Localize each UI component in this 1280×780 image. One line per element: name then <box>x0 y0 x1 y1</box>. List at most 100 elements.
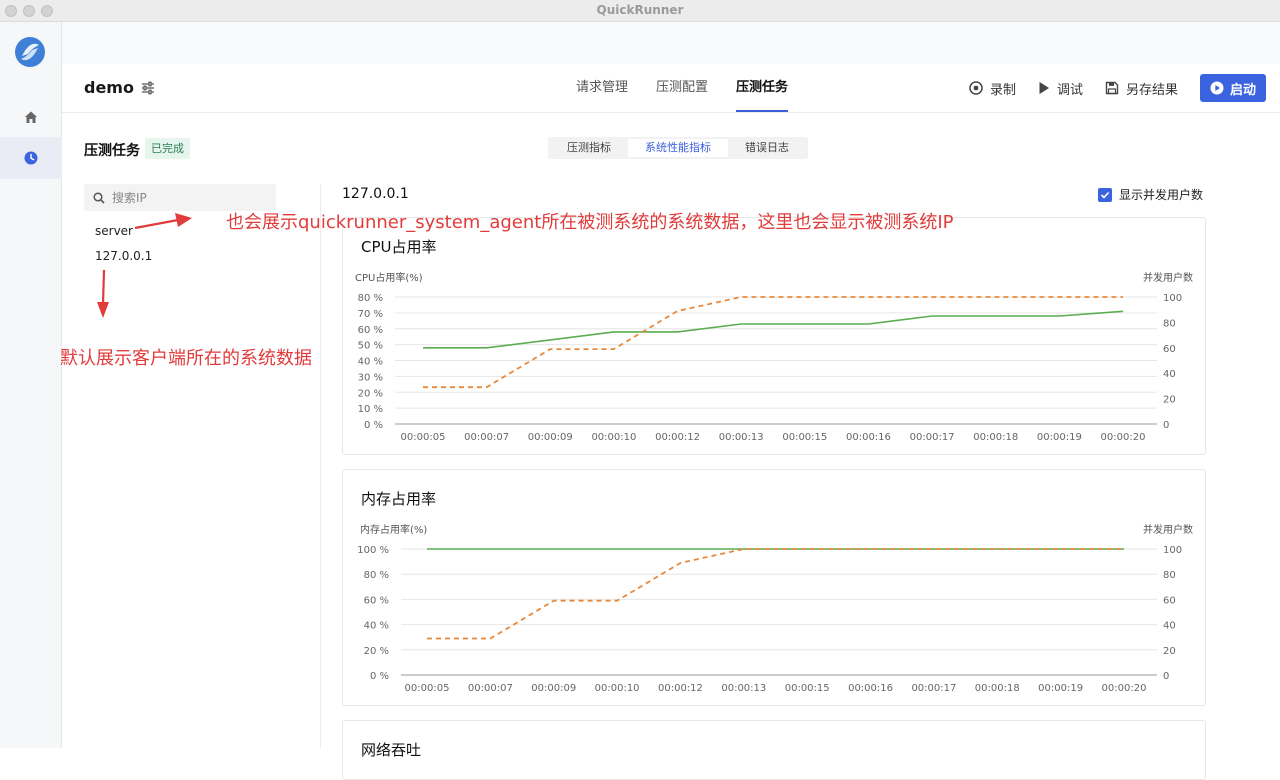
selected-ip: 127.0.0.1 <box>342 186 409 202</box>
y-tick-label: 80 % <box>364 570 389 581</box>
y2-tick-label: 40 <box>1163 621 1176 632</box>
x-tick-label: 00:00:16 <box>848 683 893 694</box>
y-tick-label: 20 % <box>358 388 383 399</box>
panel-divider <box>320 184 321 748</box>
clock-icon <box>24 151 38 165</box>
x-tick-label: 00:00:18 <box>975 683 1020 694</box>
y2-tick-label: 20 <box>1163 646 1176 657</box>
window-titlebar: QuickRunner <box>0 0 1280 22</box>
y2-tick-label: 40 <box>1163 369 1176 380</box>
subtab-load-metrics[interactable]: 压测指标 <box>567 141 611 154</box>
nav-item-tasks[interactable] <box>0 137 62 179</box>
cpu-chart-card: CPU占用率 CPU占用率(%) 并发用户数 0 % 10 % 20 % 30 % 40 %… <box>342 217 1206 455</box>
arrow-to-localhost-icon <box>97 269 109 318</box>
ip-list-item-server[interactable]: server <box>95 224 133 238</box>
status-badge: 已完成 <box>145 138 190 159</box>
x-tick-label: 00:00:19 <box>1037 432 1082 443</box>
memory-chart-title: 内存占用率 <box>361 490 437 508</box>
y-tick-label: 0 % <box>364 420 383 431</box>
top-tabs: 请求管理 压测配置 压测任务 <box>562 64 802 112</box>
left-nav <box>0 22 62 748</box>
show-concurrent-label: 显示并发用户数 <box>1119 188 1204 202</box>
y2-tick-label: 60 <box>1163 344 1176 355</box>
y2-tick-label: 0 <box>1163 671 1169 682</box>
network-chart-title: 网络吞吐 <box>361 741 422 759</box>
zoom-window-button[interactable] <box>41 5 53 17</box>
y-tick-label: 60 % <box>364 595 389 606</box>
x-tick-label: 00:00:16 <box>846 432 891 443</box>
y-tick-label: 80 % <box>358 293 383 304</box>
x-tick-label: 00:00:10 <box>595 683 640 694</box>
y-tick-label: 40 % <box>358 357 383 368</box>
network-chart-card: 网络吞吐 <box>342 720 1206 780</box>
y-tick-label: 100 % <box>357 545 389 556</box>
y2-axis-label: 并发用户数 <box>1143 271 1193 284</box>
window-title: QuickRunner <box>596 3 684 17</box>
save-result-button[interactable]: 另存结果 <box>1105 79 1178 98</box>
y-axis-label: CPU占用率(%) <box>355 271 423 284</box>
x-tick-label: 00:00:20 <box>1102 683 1147 694</box>
subtab-system-metrics[interactable]: 系统性能指标 <box>628 139 728 157</box>
y-tick-label: 40 % <box>364 621 389 632</box>
sliders-icon[interactable] <box>140 80 156 96</box>
project-name: demo <box>84 78 134 97</box>
x-tick-label: 00:00:07 <box>464 432 509 443</box>
tab-load-config[interactable]: 压测配置 <box>656 80 709 95</box>
close-window-button[interactable] <box>5 5 17 17</box>
y2-tick-label: 80 <box>1163 318 1176 329</box>
header: demo 请求管理 压测配置 压测任务 录制 调试 另存结果 <box>62 64 1280 113</box>
x-tick-label: 00:00:19 <box>1038 683 1083 694</box>
y2-tick-label: 100 <box>1163 293 1182 304</box>
x-tick-label: 00:00:18 <box>973 432 1018 443</box>
show-concurrent-toggle[interactable]: 显示并发用户数 <box>1098 186 1203 203</box>
show-concurrent-checkbox[interactable] <box>1098 187 1112 202</box>
x-tick-label: 00:00:12 <box>655 432 700 443</box>
nav-item-home[interactable] <box>0 96 62 138</box>
annotation-left: 默认展示客户端所在的系统数据 <box>60 348 312 369</box>
tab-request-management[interactable]: 请求管理 <box>576 80 629 95</box>
x-tick-label: 00:00:17 <box>911 683 956 694</box>
concurrent-users-series-line <box>423 296 1123 389</box>
debug-button[interactable]: 调试 <box>1038 79 1083 98</box>
record-button[interactable]: 录制 <box>969 79 1016 98</box>
x-tick-label: 00:00:13 <box>721 683 766 694</box>
memory-chart: 内存占用率(%) 并发用户数 0 % 20 % 40 % 60 % 80 % 100 % 0 20… <box>357 523 1193 694</box>
x-tick-label: 00:00:12 <box>658 683 703 694</box>
save-label: 另存结果 <box>1125 82 1178 98</box>
checkmark-icon <box>1100 191 1110 199</box>
y-tick-label: 70 % <box>358 309 383 320</box>
y2-tick-label: 100 <box>1163 545 1182 556</box>
x-tick-label: 00:00:15 <box>785 683 830 694</box>
x-tick-label: 00:00:15 <box>782 432 827 443</box>
y2-axis-label: 并发用户数 <box>1143 523 1193 536</box>
concurrent-users-series-line <box>427 548 1124 640</box>
y-axis-label: 内存占用率(%) <box>360 523 427 536</box>
ip-list-item-localhost[interactable]: 127.0.0.1 <box>95 249 153 263</box>
home-icon <box>25 111 37 123</box>
save-icon <box>1105 81 1119 95</box>
tab-load-tasks[interactable]: 压测任务 <box>722 64 802 112</box>
x-tick-label: 00:00:10 <box>591 432 636 443</box>
start-label: 启动 <box>1229 82 1256 98</box>
debug-label: 调试 <box>1056 82 1083 98</box>
x-tick-label: 00:00:20 <box>1101 432 1146 443</box>
play-circle-icon <box>1210 81 1224 95</box>
x-tick-label: 00:00:09 <box>531 683 576 694</box>
subtab-error-log[interactable]: 错误日志 <box>745 141 789 154</box>
record-icon <box>969 81 983 95</box>
y2-tick-label: 0 <box>1163 420 1169 431</box>
annotation-top: 也会展示quickrunner_system_agent所在被测系统的系统数据，… <box>226 212 954 233</box>
app-logo-icon <box>15 37 45 67</box>
x-tick-label: 00:00:05 <box>405 683 450 694</box>
x-tick-label: 00:00:07 <box>468 683 513 694</box>
search-icon <box>93 191 105 204</box>
record-label: 录制 <box>989 82 1016 98</box>
play-icon <box>1039 82 1049 94</box>
start-button[interactable]: 启动 <box>1199 74 1266 102</box>
ip-search-input[interactable] <box>112 190 262 205</box>
y-tick-label: 60 % <box>358 325 383 336</box>
minimize-window-button[interactable] <box>23 5 35 17</box>
y2-tick-label: 80 <box>1163 570 1176 581</box>
y-tick-label: 30 % <box>358 372 383 383</box>
arrow-to-server-icon <box>134 213 192 230</box>
